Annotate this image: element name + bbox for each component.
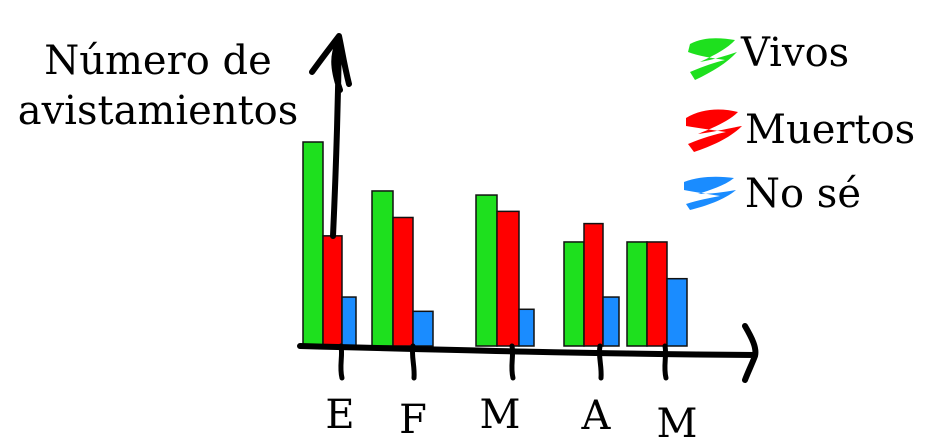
x-tick-mark-1 <box>338 343 345 381</box>
x-tick-mark-3 <box>509 343 516 381</box>
legend-label-muertos: Muertos <box>745 107 915 153</box>
legend-label-no-se: No sé <box>745 171 861 217</box>
x-tick-mark-2 <box>409 343 417 381</box>
x-tick-label-1: E <box>325 392 354 438</box>
bar-vivos-3 <box>475 194 498 347</box>
bar-no-s--3 <box>518 308 535 347</box>
legend-swatch-muertos <box>686 109 742 152</box>
bar-muertos-3 <box>496 210 520 347</box>
bar-muertos-2 <box>392 216 414 347</box>
legend-label-vivos: Vivos <box>740 30 849 76</box>
bar-no-s--2 <box>412 310 434 347</box>
bar-vivos-1 <box>302 141 324 347</box>
bar-no-s--1 <box>341 296 357 347</box>
y-axis-label-line-2: avistamientos <box>18 88 299 134</box>
x-tick-label-4: A <box>581 393 612 439</box>
bar-vivos-4 <box>563 241 585 347</box>
y-axis-line <box>309 33 352 239</box>
x-tick-label-2: F <box>399 397 427 443</box>
x-tick-mark-5 <box>662 343 669 381</box>
bar-muertos-5 <box>646 241 668 347</box>
y-axis-label-line-1: Número de <box>44 38 272 84</box>
bar-no-s--4 <box>602 296 620 347</box>
bar-muertos-4 <box>583 222 604 347</box>
x-tick-label-3: M <box>480 392 521 438</box>
bar-vivos-2 <box>371 190 394 347</box>
legend-swatch-vivos <box>688 38 737 80</box>
bar-no-s--5 <box>666 277 688 347</box>
x-tick-mark-4 <box>596 343 604 381</box>
legend-swatch-no-se <box>684 176 736 210</box>
x-tick-marks <box>338 343 669 381</box>
bars-group <box>302 141 688 347</box>
x-axis-line <box>297 323 759 383</box>
bar-muertos-1 <box>322 235 343 347</box>
bar-vivos-5 <box>626 241 648 347</box>
legend: Vivos Muertos No sé <box>684 30 915 217</box>
x-tick-label-5: M <box>657 401 698 447</box>
